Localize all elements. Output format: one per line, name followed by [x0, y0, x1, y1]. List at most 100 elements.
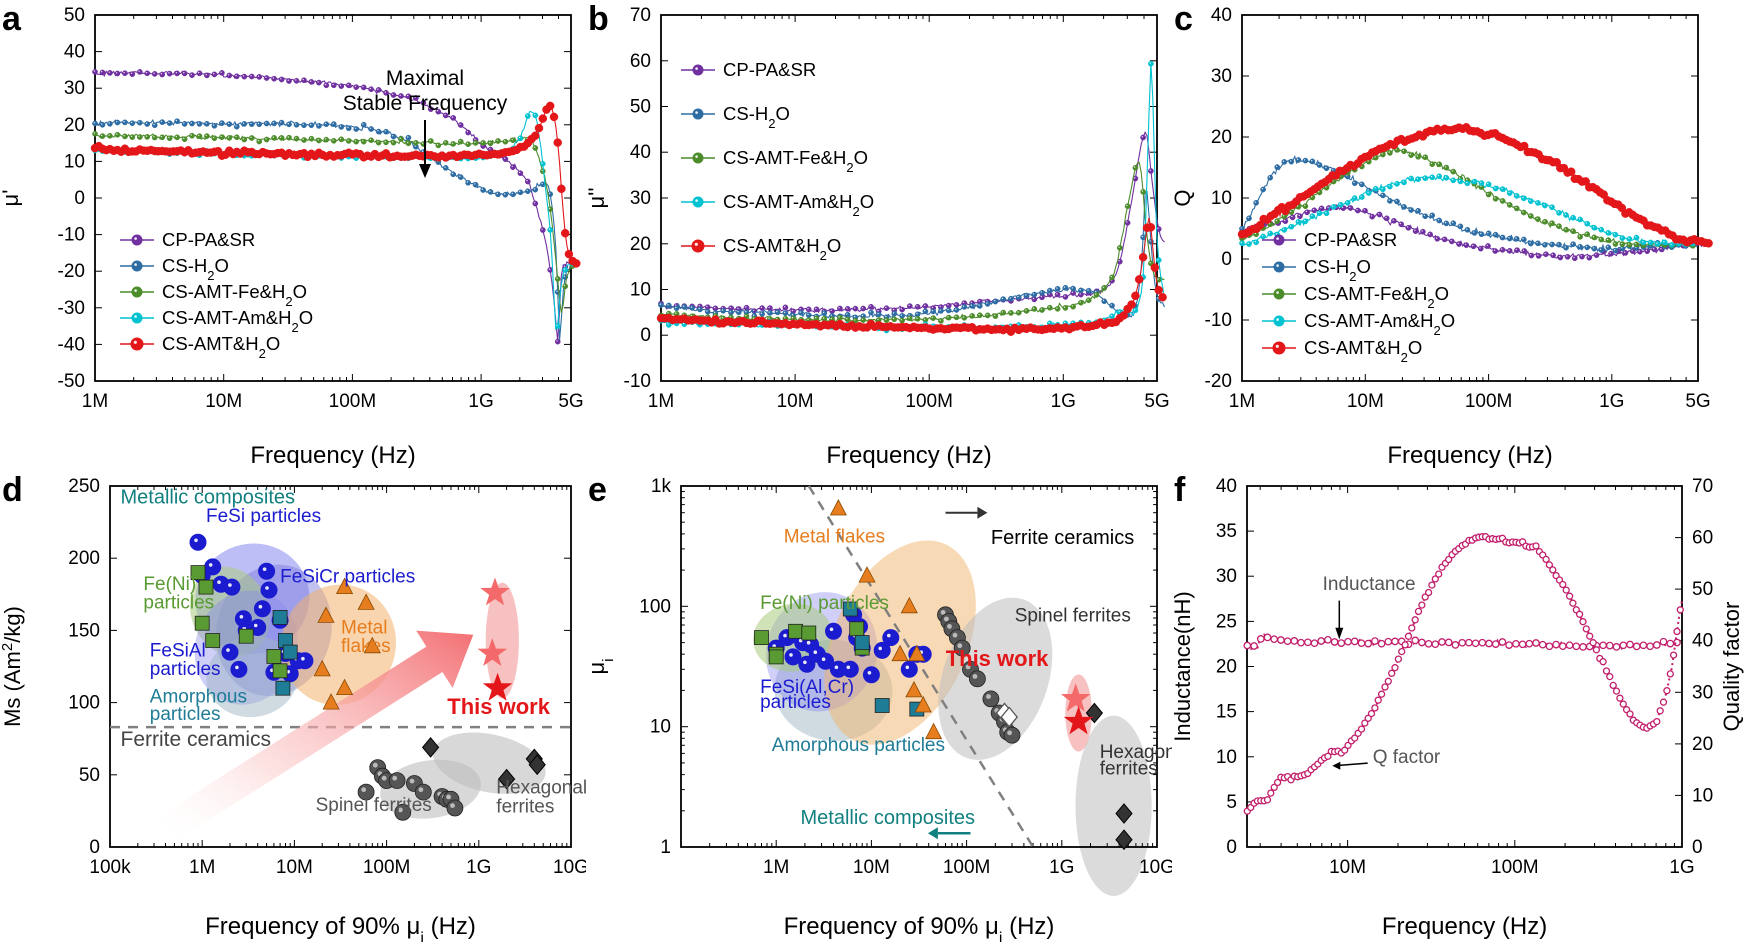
- svg-text:10: 10: [650, 717, 671, 738]
- svg-text:1G: 1G: [1049, 857, 1074, 878]
- svg-text:c: c: [1174, 0, 1193, 38]
- svg-text:100M: 100M: [1491, 857, 1539, 878]
- svg-text:CP-PA&SR: CP-PA&SR: [1304, 229, 1397, 250]
- svg-text:30: 30: [1216, 566, 1237, 587]
- svg-text:10M: 10M: [1329, 857, 1366, 878]
- svg-text:1M: 1M: [648, 391, 674, 412]
- svg-text:0: 0: [1221, 249, 1232, 270]
- svg-text:50: 50: [630, 97, 651, 118]
- svg-text:100M: 100M: [363, 857, 411, 878]
- svg-text:10G: 10G: [1139, 857, 1172, 878]
- svg-text:15: 15: [1216, 702, 1237, 723]
- svg-text:0: 0: [1226, 837, 1237, 858]
- svg-text:20: 20: [1216, 657, 1237, 678]
- svg-text:particles: particles: [760, 692, 831, 713]
- svg-text:10: 10: [1216, 747, 1237, 768]
- svg-text:1G: 1G: [468, 391, 493, 412]
- svg-text:10M: 10M: [1347, 391, 1384, 412]
- svg-text:10: 10: [64, 151, 85, 172]
- svg-text:Metallic composites: Metallic composites: [121, 486, 296, 508]
- svg-text:10M: 10M: [205, 391, 242, 412]
- svg-text:-10: -10: [58, 225, 85, 246]
- svg-text:100: 100: [639, 596, 671, 617]
- svg-text:Quality factor: Quality factor: [1719, 602, 1744, 732]
- svg-text:This work: This work: [946, 646, 1049, 671]
- svg-text:μ'': μ'': [586, 187, 609, 208]
- svg-text:Frequency (Hz): Frequency (Hz): [250, 442, 415, 469]
- svg-text:1: 1: [660, 837, 671, 858]
- svg-text:-20: -20: [58, 261, 85, 282]
- svg-text:200: 200: [68, 548, 100, 569]
- svg-text:Frequency (Hz): Frequency (Hz): [1382, 913, 1547, 940]
- svg-text:-10: -10: [624, 371, 651, 392]
- svg-text:40: 40: [64, 42, 85, 63]
- svg-text:1M: 1M: [189, 857, 215, 878]
- svg-text:100M: 100M: [943, 857, 991, 878]
- svg-text:5G: 5G: [1685, 391, 1710, 412]
- svg-text:20: 20: [1692, 734, 1713, 755]
- svg-text:Q factor: Q factor: [1373, 747, 1441, 768]
- svg-text:Ms (Am2/kg): Ms (Am2/kg): [0, 606, 25, 727]
- svg-text:40: 40: [630, 142, 651, 163]
- svg-text:30: 30: [1211, 66, 1232, 87]
- svg-text:10M: 10M: [276, 857, 313, 878]
- svg-text:60: 60: [630, 51, 651, 72]
- svg-text:20: 20: [1211, 127, 1232, 148]
- svg-text:This work: This work: [447, 694, 550, 719]
- svg-text:0: 0: [89, 837, 100, 858]
- svg-text:1M: 1M: [82, 391, 108, 412]
- svg-text:Spinel ferrites: Spinel ferrites: [1015, 605, 1131, 626]
- svg-text:-50: -50: [58, 371, 85, 392]
- svg-text:Fe(Ni) particles: Fe(Ni) particles: [760, 593, 889, 614]
- svg-text:Amorphous particles: Amorphous particles: [772, 735, 945, 756]
- svg-text:Spinel ferrites: Spinel ferrites: [316, 795, 432, 816]
- svg-text:-30: -30: [58, 298, 85, 319]
- svg-text:30: 30: [1692, 682, 1713, 703]
- svg-text:Stable Frequency: Stable Frequency: [343, 92, 508, 115]
- svg-text:Inductance(nH): Inductance(nH): [1172, 591, 1195, 741]
- svg-text:Q: Q: [1172, 189, 1195, 206]
- svg-text:-20: -20: [1205, 371, 1232, 392]
- svg-text:10: 10: [630, 280, 651, 301]
- svg-text:Metallic composites: Metallic composites: [801, 807, 976, 829]
- svg-text:Frequency (Hz): Frequency (Hz): [826, 442, 991, 469]
- svg-text:150: 150: [68, 620, 100, 641]
- svg-text:70: 70: [630, 5, 651, 26]
- svg-text:-10: -10: [1205, 310, 1232, 331]
- svg-text:5G: 5G: [1144, 391, 1169, 412]
- svg-text:Frequency of 90% μi (Hz): Frequency of 90% μi (Hz): [784, 913, 1055, 942]
- svg-text:1G: 1G: [1669, 857, 1694, 878]
- svg-text:1G: 1G: [466, 857, 491, 878]
- svg-text:30: 30: [64, 78, 85, 99]
- svg-text:20: 20: [630, 234, 651, 255]
- svg-text:CP-PA&SR: CP-PA&SR: [723, 59, 816, 80]
- svg-text:-40: -40: [58, 334, 85, 355]
- svg-text:100M: 100M: [1465, 391, 1513, 412]
- svg-text:1G: 1G: [1599, 391, 1624, 412]
- svg-text:0: 0: [640, 325, 651, 346]
- svg-text:50: 50: [1692, 579, 1713, 600]
- svg-text:FeSiCr particles: FeSiCr particles: [280, 567, 415, 588]
- svg-text:1M: 1M: [763, 857, 789, 878]
- svg-text:10: 10: [1211, 188, 1232, 209]
- svg-text:100M: 100M: [329, 391, 377, 412]
- svg-text:Inductance: Inductance: [1323, 574, 1416, 595]
- svg-text:Metal flakes: Metal flakes: [784, 526, 885, 547]
- svg-text:ferrites: ferrites: [1100, 759, 1158, 780]
- svg-text:10G: 10G: [553, 857, 586, 878]
- svg-text:100k: 100k: [89, 857, 131, 878]
- svg-text:d: d: [2, 471, 23, 509]
- svg-text:60: 60: [1692, 528, 1713, 549]
- svg-text:particles: particles: [150, 659, 221, 680]
- svg-text:5G: 5G: [558, 391, 583, 412]
- svg-text:FeSi particles: FeSi particles: [206, 506, 321, 527]
- svg-text:ferrites: ferrites: [496, 796, 554, 817]
- svg-text:particles: particles: [150, 704, 221, 725]
- svg-text:1G: 1G: [1051, 391, 1076, 412]
- svg-text:5: 5: [1226, 792, 1237, 813]
- svg-text:35: 35: [1216, 521, 1237, 542]
- svg-text:Ferrite ceramics: Ferrite ceramics: [121, 728, 272, 751]
- svg-text:particles: particles: [143, 593, 214, 614]
- svg-text:1k: 1k: [651, 476, 672, 497]
- svg-text:μ': μ': [0, 190, 23, 207]
